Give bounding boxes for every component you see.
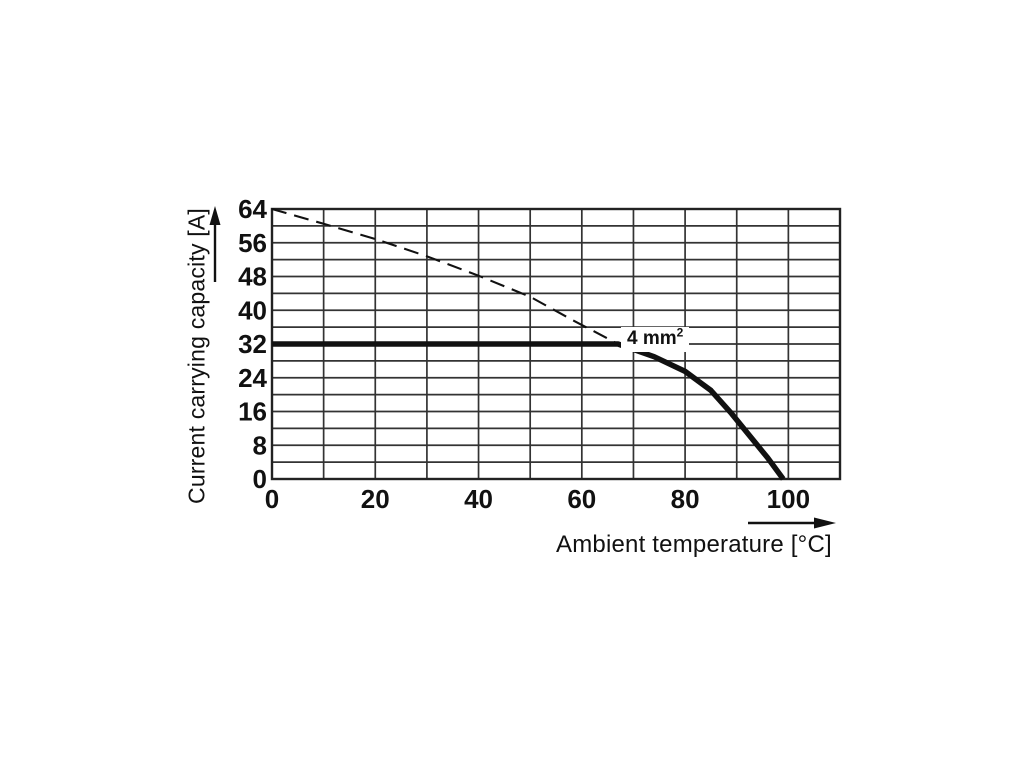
x-axis-arrow-icon (748, 517, 836, 529)
y-tick-label: 48 (238, 262, 267, 292)
x-tick-label: 20 (361, 484, 390, 514)
y-tick-label: 40 (238, 295, 267, 325)
y-tick-label: 64 (238, 194, 267, 224)
y-tick-label: 8 (253, 430, 267, 460)
y-tick-label: 56 (238, 228, 267, 258)
curve-label-4mm2: 4 mm2 (621, 325, 690, 352)
x-tick-label: 100 (767, 484, 810, 514)
series-derating-limit-dashed (271, 207, 619, 345)
x-tick-label: 40 (464, 484, 493, 514)
y-tick-label: 16 (238, 397, 267, 427)
y-axis-arrow-icon (209, 206, 221, 282)
x-tick-label: 0 (265, 484, 279, 514)
x-axis-title: Ambient temperature [°C] (556, 531, 832, 558)
y-tick-label: 24 (238, 363, 267, 393)
x-tick-label: 80 (671, 484, 700, 514)
y-tick-label: 32 (238, 329, 267, 359)
curve-label-text: 4 mm (627, 328, 677, 349)
x-tick-label: 60 (567, 484, 596, 514)
y-tick-label: 0 (253, 464, 267, 494)
curve-label-superscript: 2 (676, 325, 684, 340)
